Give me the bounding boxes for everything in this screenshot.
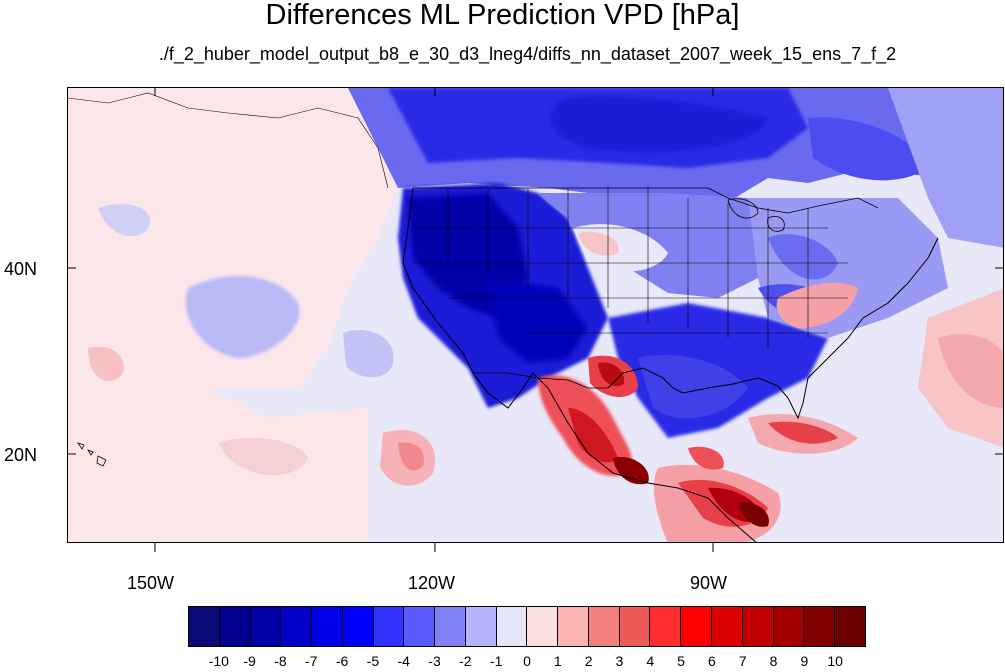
colorbar-swatch [804,607,836,646]
x-tick-label: 120W [408,573,456,593]
colorbar [188,606,866,647]
colorbar-swatch [496,607,528,646]
colorbar-swatch [312,607,343,646]
colorbar-label: 10 [827,653,843,669]
colorbar-label: 4 [646,653,655,669]
colorbar-swatch [588,607,620,646]
colorbar-swatch [219,607,251,646]
colorbar-label: -4 [397,653,410,669]
colorbar-swatch [650,607,682,646]
colorbar-label: -7 [305,653,318,669]
colorbar-label: -5 [366,653,380,669]
colorbar-label: 1 [553,653,562,669]
colorbar-label: 0 [523,653,531,669]
colorbar-swatch [619,607,651,646]
pacific-pink-region [68,88,398,388]
colorbar-label: 5 [677,653,685,669]
y-tick-label: 20N [4,445,38,465]
colorbar-label: -6 [335,653,349,669]
colorbar-label: -2 [459,653,472,669]
map-panel [67,87,1004,543]
x-tick-label: 150W [127,573,175,593]
colorbar-label: -10 [208,653,229,669]
colorbar-label: -8 [274,653,287,669]
colorbar-label: -3 [428,653,441,669]
colorbar-swatch [742,607,774,646]
colorbar-swatch [404,607,436,646]
great-lakes [727,198,759,219]
y-tick-label: 40N [4,259,38,279]
colorbar-label: -1 [489,653,503,669]
colorbar-swatch [835,607,865,646]
colorbar-swatch [712,607,743,646]
colorbar-swatch [465,607,497,646]
us-canada-border [413,187,879,214]
colorbar-swatch [373,607,405,646]
hawaii-islands [77,442,107,467]
alaska-coastline [68,92,389,189]
colorbar-swatch [189,607,220,646]
vpd-difference-map [68,88,1003,542]
colorbar-swatch [558,607,589,646]
colorbar-label: 2 [584,653,593,669]
colorbar-swatch [281,607,313,646]
x-tick-label: 90W [690,573,728,593]
plot-subtitle: ./f_2_huber_model_output_b8_e_30_d3_lneg… [158,44,897,64]
state-borders [413,188,848,348]
pacific-coastline [402,187,757,542]
colorbar-label: 8 [769,653,778,669]
colorbar-label: -9 [243,653,256,669]
colorbar-label: 7 [738,653,747,669]
colorbar-label: 6 [708,653,716,669]
plot-title: Differences ML Prediction VPD [hPa] [265,0,740,31]
colorbar-label: 3 [615,653,624,669]
colorbar-swatch [773,607,805,646]
colorbar-label: 9 [800,653,809,669]
colorbar-swatch [435,607,466,646]
colorbar-swatch [250,607,282,646]
colorbar-swatch [681,607,713,646]
colorbar-swatch [527,607,559,646]
gulf-atlantic-coastline [607,237,939,420]
us-mexico-border [473,372,608,389]
colorbar-swatch [342,607,374,646]
